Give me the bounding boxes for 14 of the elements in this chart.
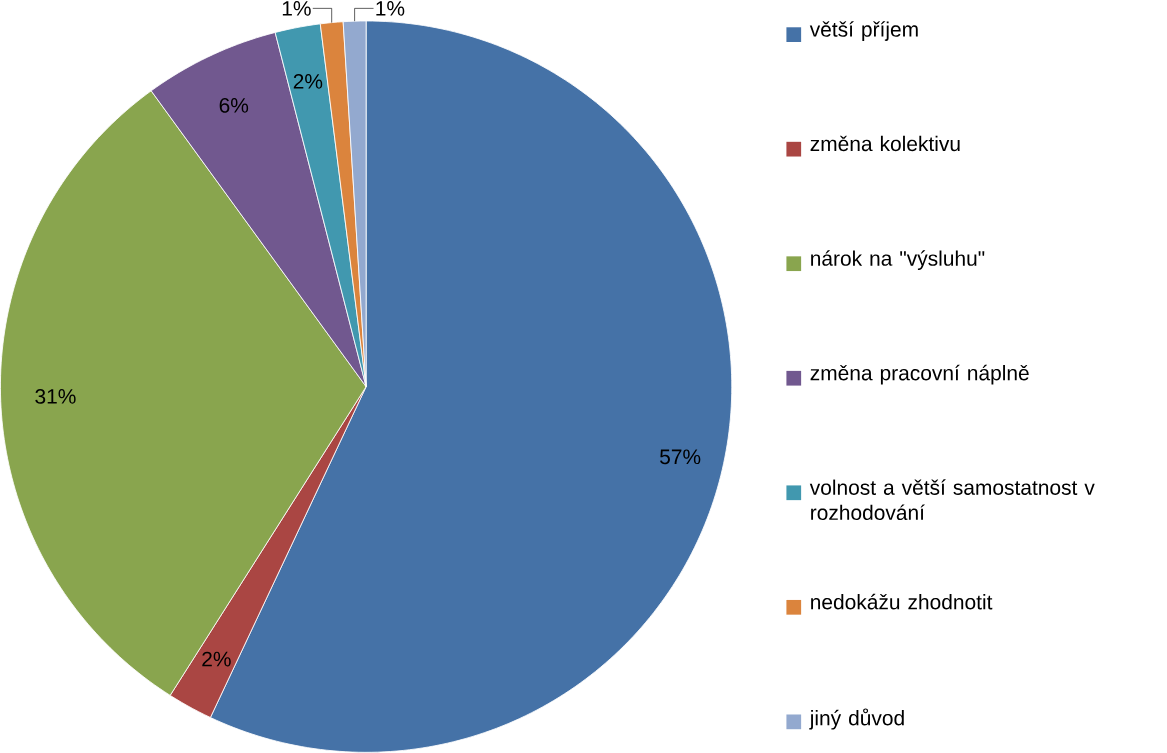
data-label: 31% (35, 389, 76, 404)
legend-label: změna pracovní náplně (810, 364, 1029, 385)
data-label: 1% (376, 1, 405, 16)
legend-label: větší příjem (809, 21, 918, 42)
legend-label: jiný důvod (809, 708, 904, 730)
data-label: 57% (660, 449, 701, 465)
legend-label: změna kolektivu (810, 135, 960, 152)
data-label: 6% (219, 98, 249, 113)
data-label: 2% (293, 74, 323, 89)
data-label: 2% (202, 651, 231, 667)
legend-label: nárok na "výsluhu" (811, 250, 985, 271)
legend-label: nedokážu zhodnotit (811, 593, 993, 610)
legend-label: volnost a větší samostatnost v rozhodování (809, 479, 1095, 521)
data-label: 1% (282, 1, 311, 16)
